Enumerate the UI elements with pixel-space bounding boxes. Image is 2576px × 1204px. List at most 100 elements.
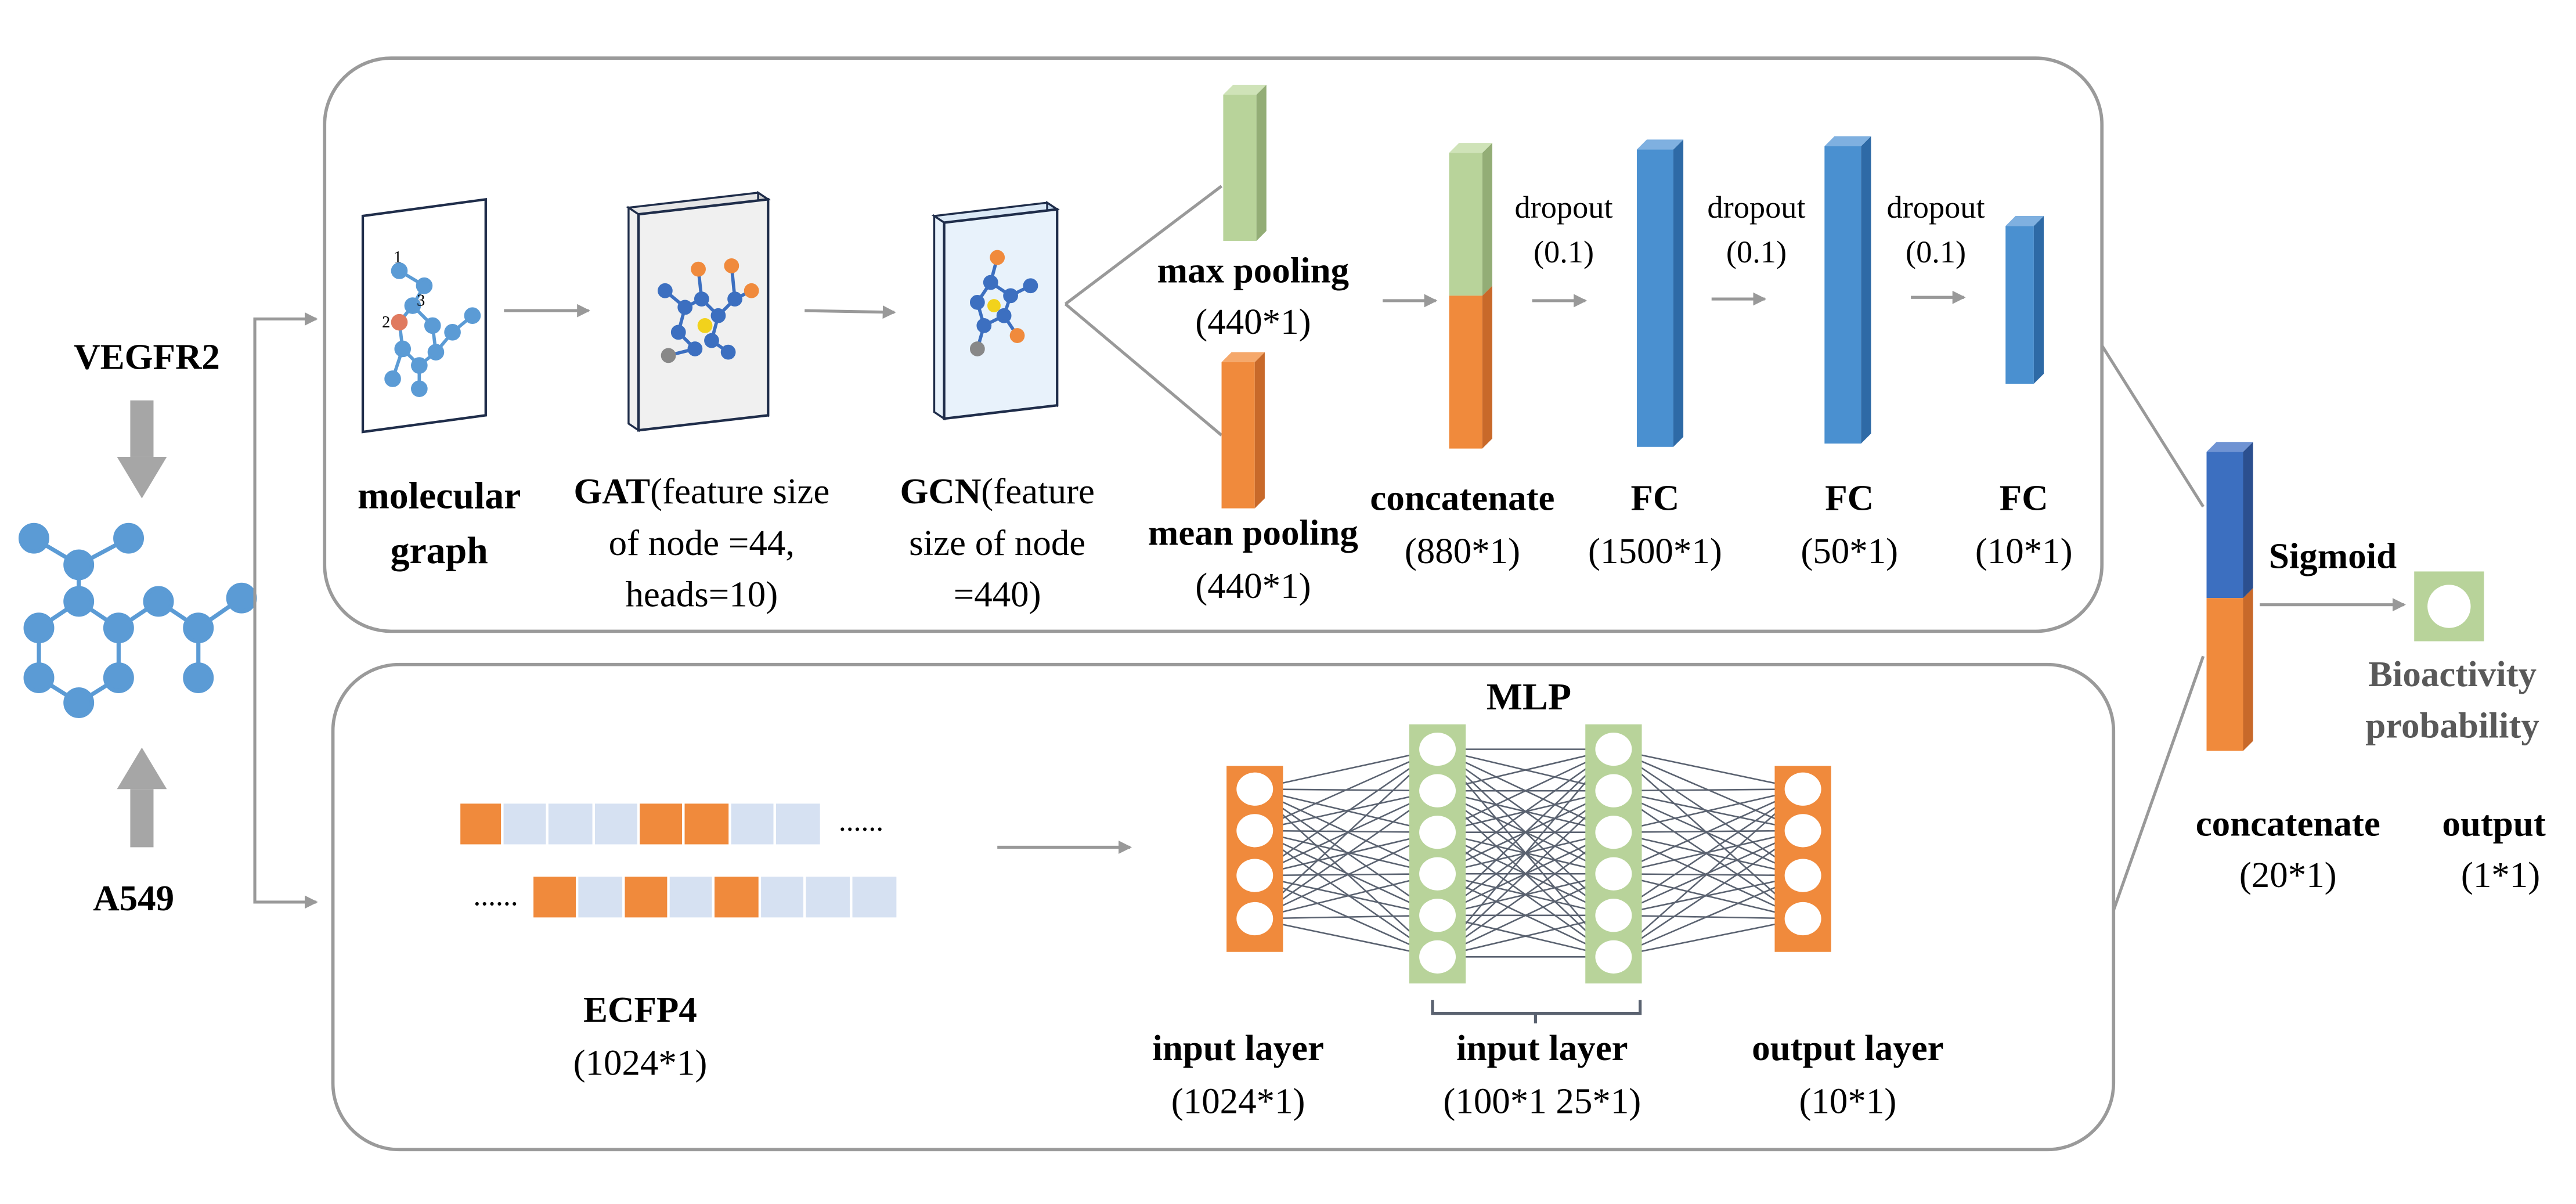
ecfp-label: ECFP4	[583, 989, 697, 1030]
output-dim: (1*1)	[2461, 855, 2540, 895]
gcn-label-bold: GCN	[900, 471, 981, 511]
mlp-connection	[1613, 790, 1803, 877]
fc-dim-1: (1500*1)	[1588, 531, 1722, 571]
fc-bar-3	[2005, 216, 2044, 384]
mean-pooling-label: mean pooling	[1148, 513, 1358, 553]
mlp-connection	[1613, 830, 1803, 958]
mlp-input-layer-label: input layer	[1152, 1028, 1323, 1068]
mlp-neuron	[1236, 902, 1273, 936]
gat-layer-stack	[626, 190, 771, 432]
mlp-connection	[1254, 790, 1438, 920]
edge-gcn-to-max	[1064, 185, 1223, 305]
mlp-connection	[1613, 790, 1803, 920]
max-pooling-label: max pooling	[1157, 250, 1349, 290]
dropout-label-3: dropout	[1887, 190, 1985, 225]
mlp-connection	[1613, 831, 1803, 920]
sigmoid-label: Sigmoid	[2269, 536, 2397, 576]
mlp-neuron	[1595, 940, 1632, 974]
mlp-connections	[1254, 748, 1803, 958]
dropout-value-1: (0.1)	[1534, 235, 1594, 269]
mlp-neuron	[1419, 857, 1456, 891]
mlp-connection	[1254, 830, 1438, 916]
mlp-neuron	[1419, 774, 1456, 808]
gat-label-bold: GAT	[573, 471, 650, 511]
mlp-neuron	[1419, 816, 1456, 849]
hidden-layer-bracket	[1431, 1000, 1642, 1023]
gcn-layer-stack	[931, 200, 1060, 421]
mlp-connection	[1254, 831, 1438, 920]
ecfp-ellipsis-1: ......	[839, 805, 883, 838]
mlp-output-layer-dim: (10*1)	[1799, 1080, 1896, 1121]
concatenate-bar	[1449, 143, 1492, 449]
mlp-neuron	[1595, 733, 1632, 766]
mlp-connection	[1613, 748, 1803, 877]
mlp-connection	[1254, 748, 1438, 920]
graph-node-label-1: 1	[394, 248, 402, 266]
fc-label-1: FC	[1630, 478, 1679, 518]
output-label: output	[2442, 803, 2545, 843]
gcn-label-line1: GCN(feature	[900, 471, 1095, 511]
mlp-connection	[1437, 914, 1614, 958]
mlp-connection	[1613, 788, 1803, 792]
mlp-connection	[1613, 748, 1803, 920]
mlp-neuron	[1236, 772, 1273, 806]
fc-label-2: FC	[1825, 478, 1874, 518]
mlp-neuron	[1236, 859, 1273, 892]
mlp-connection	[1254, 874, 1438, 958]
mlp-connection	[1254, 830, 1438, 833]
gat-label-line3: heads=10)	[625, 574, 778, 615]
mlp-connection	[1254, 830, 1438, 875]
input-connector-bottom	[253, 606, 318, 909]
bioactivity-label-line1: Bioactivity	[2368, 654, 2537, 694]
fc-label-3: FC	[2000, 478, 2048, 518]
max-pooling-bar	[1223, 84, 1267, 241]
max-pooling-dim: (440*1)	[1195, 301, 1311, 342]
mlp-connection	[1254, 914, 1438, 920]
input-connector-top	[253, 312, 318, 607]
mlp-connection	[1254, 873, 1438, 920]
gat-label-line1: GAT(feature size	[573, 471, 829, 511]
gcn-label-line3: =440)	[954, 574, 1041, 615]
dropout-value-2: (0.1)	[1726, 235, 1787, 269]
mlp-connection	[1254, 830, 1438, 958]
mlp-connection	[1613, 874, 1803, 917]
graph-node-label-2: 2	[382, 313, 390, 331]
mlp-neuron	[1784, 859, 1821, 892]
arrow-gat-to-gcn	[804, 305, 896, 319]
target-label-vegfr2: VEGFR2	[74, 336, 220, 377]
mlp-output-layer-label: output layer	[1752, 1028, 1943, 1068]
mlp-connection	[1437, 748, 1614, 916]
mlp-connection	[1613, 788, 1803, 916]
mlp-neuron	[1784, 902, 1821, 936]
dropout-label-2: dropout	[1707, 190, 1805, 225]
mlp-connection	[1254, 748, 1438, 832]
molecular-graph-label-line2: graph	[391, 529, 488, 572]
mlp-connection	[1437, 748, 1614, 792]
mlp-neuron	[1419, 940, 1456, 974]
mlp-neuron	[1419, 733, 1456, 766]
mlp-connection	[1437, 748, 1614, 875]
mlp-connection	[1254, 918, 1438, 958]
edge-gcn-to-mean	[1064, 302, 1223, 437]
mlp-network	[1226, 724, 1831, 984]
mlp-hidden-layer-1-box	[1409, 724, 1466, 984]
mlp-neuron	[1784, 814, 1821, 848]
final-concatenate-dim: (20*1)	[2239, 855, 2337, 895]
dropout-label-1: dropout	[1514, 190, 1612, 225]
mlp-connection	[1437, 790, 1614, 958]
mlp-connection	[1613, 873, 1803, 920]
mlp-connection	[1613, 788, 1803, 875]
edge-bottom-branch-to-fusion	[2112, 655, 2205, 911]
mlp-neuron	[1595, 774, 1632, 808]
graph-node-label-3: 3	[417, 292, 425, 310]
mlp-connection	[1613, 874, 1803, 958]
mlp-connection	[1437, 873, 1614, 958]
mlp-hidden-layer-2-box	[1585, 724, 1642, 984]
concatenate-dim: (880*1)	[1405, 531, 1520, 571]
gcn-label-line2: size of node	[909, 522, 1085, 563]
gat-label-line2: of node =44,	[609, 522, 795, 563]
mlp-neuron	[1595, 857, 1632, 891]
molecular-graph-card: 1 2 3	[361, 197, 487, 434]
